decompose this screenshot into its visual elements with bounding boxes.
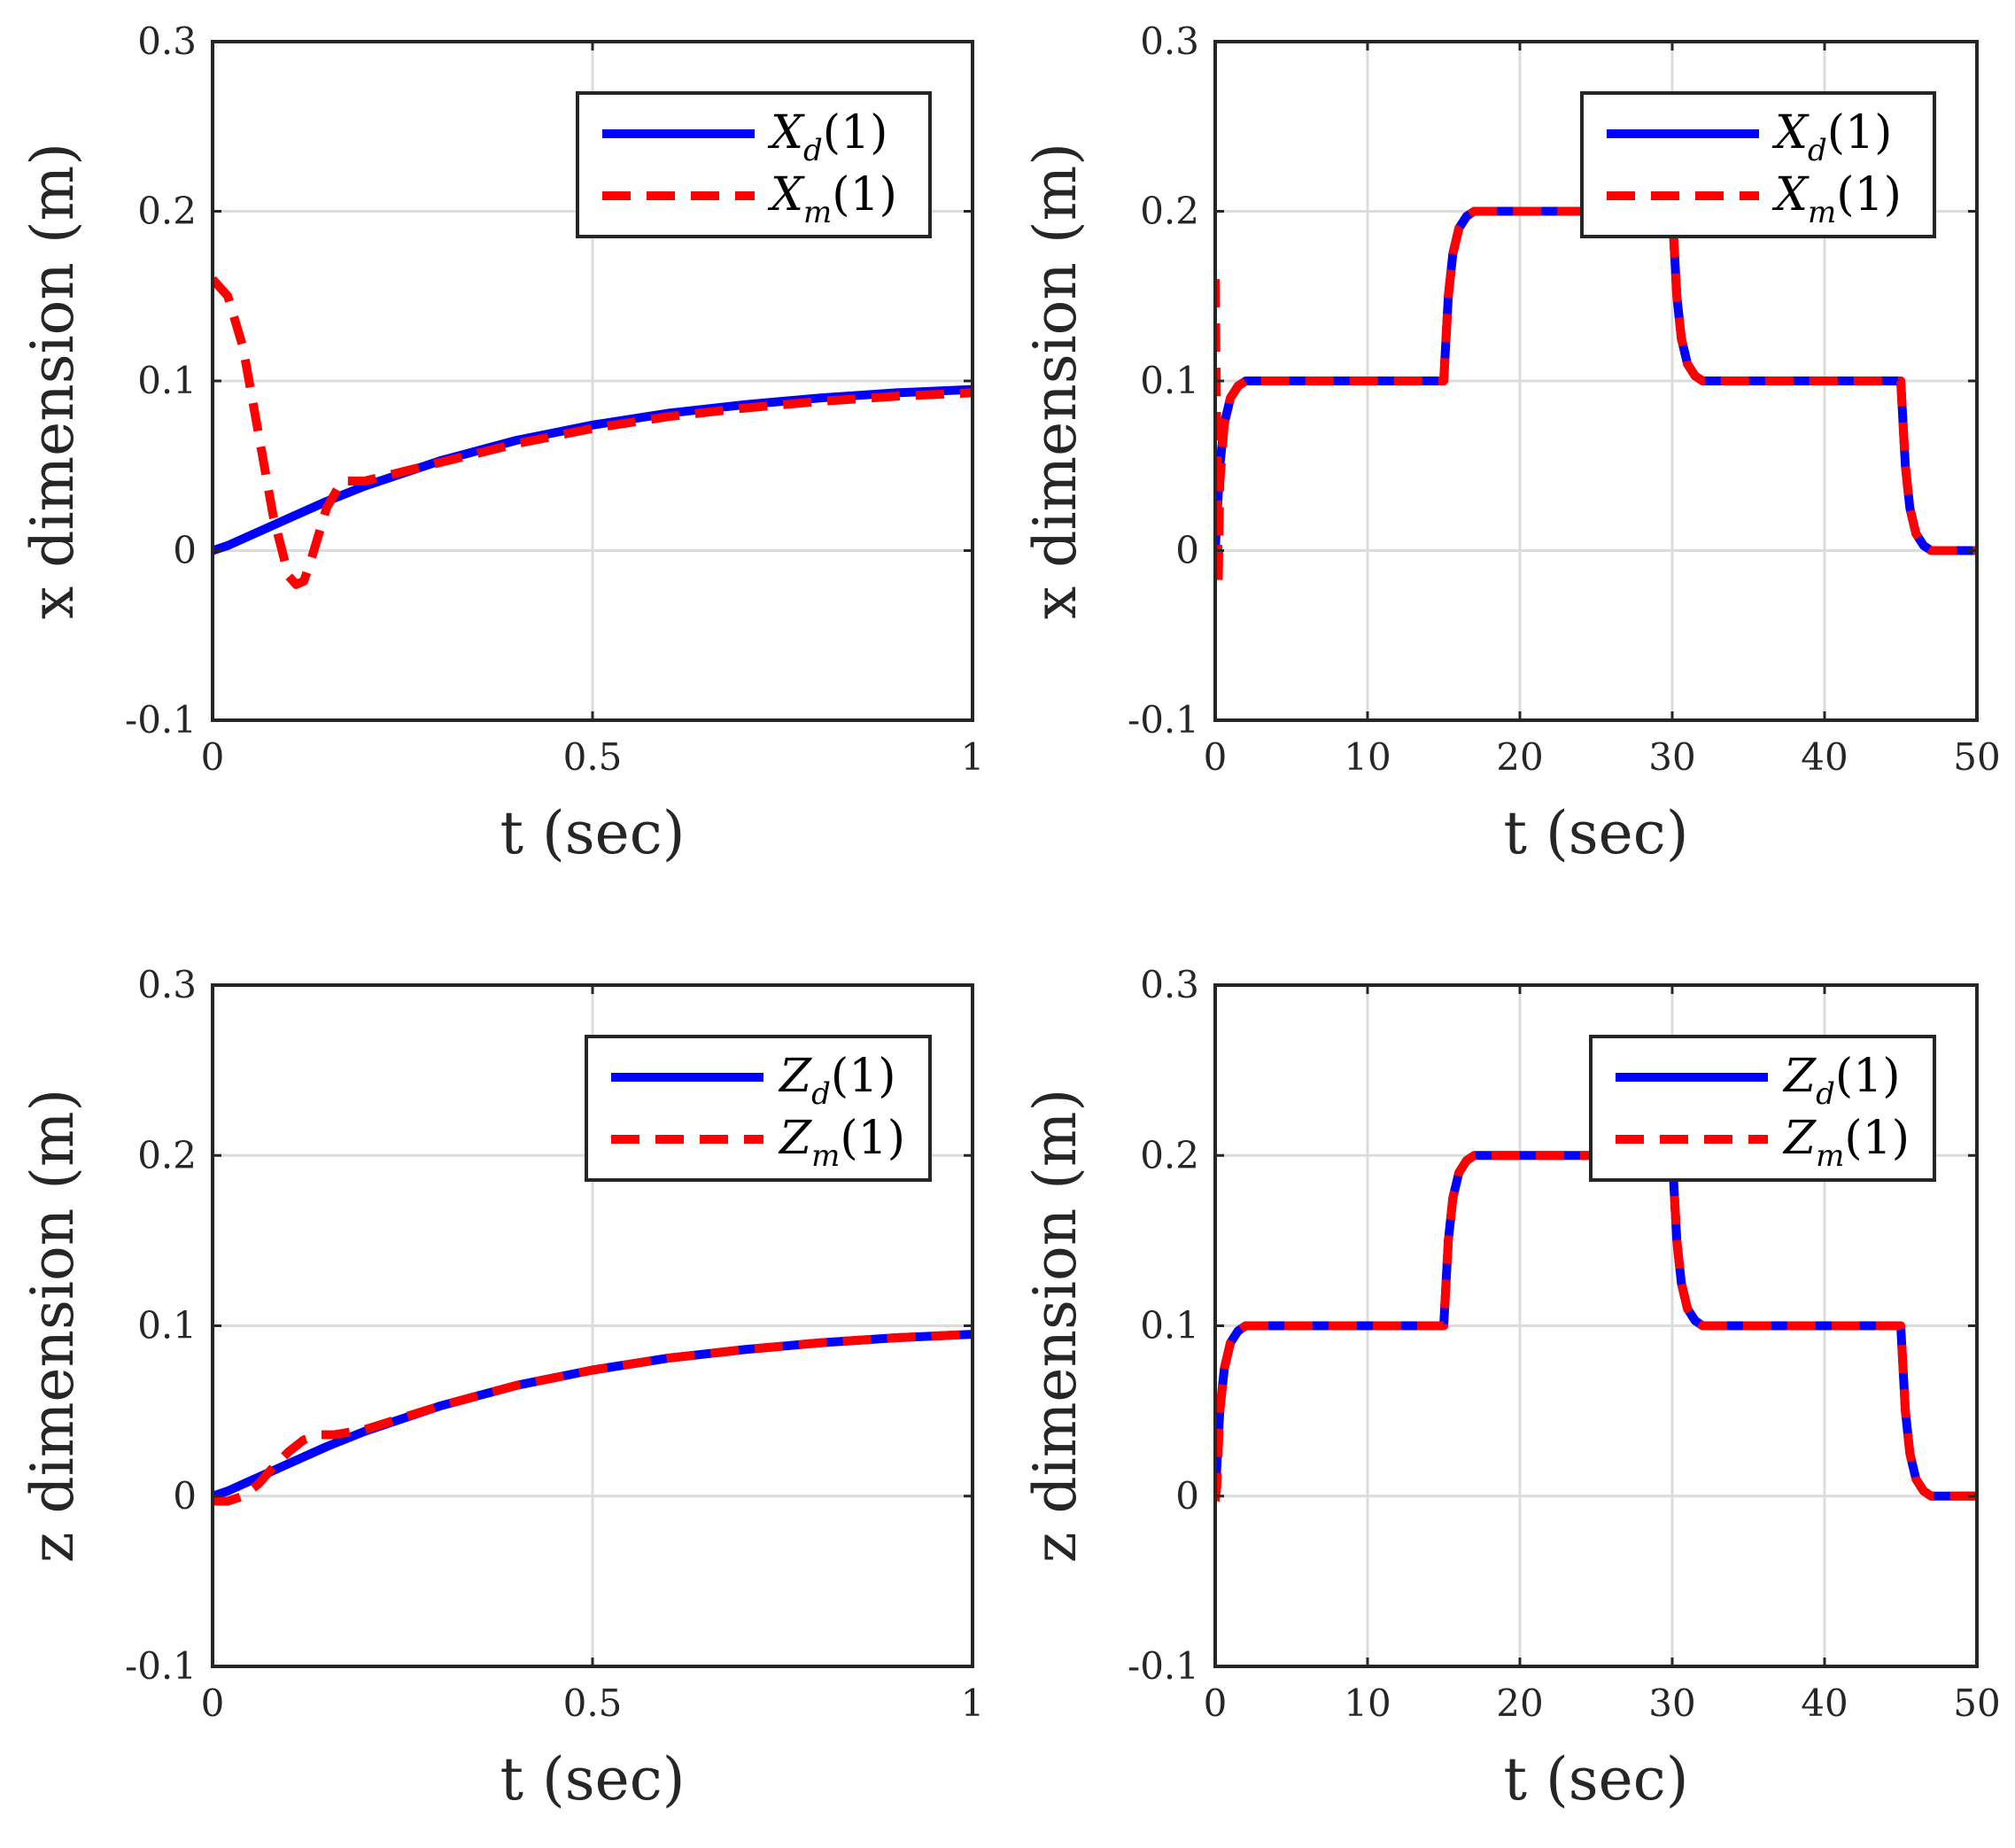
series-line-2 [213, 1330, 973, 1506]
y-tick-label: -0.1 [125, 698, 197, 742]
y-tick-label: 0.2 [137, 190, 197, 233]
legend-label-2: Xm(1) [1771, 168, 1902, 230]
legend-label-1: Zd(1) [1782, 1050, 1901, 1112]
x-tick-label: 50 [1953, 1681, 2000, 1725]
y-tick-label: 0.1 [1140, 359, 1199, 402]
legend-label-1: Zd(1) [778, 1050, 896, 1112]
y-tick-label: 0.2 [1140, 190, 1199, 233]
x-tick-label: 20 [1496, 735, 1543, 779]
legend: Xd(1)Xm(1) [1580, 91, 1936, 238]
y-tick-label: 0.3 [137, 19, 197, 63]
x-tick-label: 30 [1648, 735, 1695, 779]
chart-panel-3: 0 0.5 1-0.100.10.20.3t (sec)z dimension (m… [19, 963, 984, 1813]
x-tick-label: 0 [1204, 735, 1228, 779]
y-tick-label: 0 [1175, 529, 1199, 572]
x-tick-label: 40 [1801, 1681, 1848, 1725]
legend-box [576, 91, 932, 238]
legend-label-2: Xm(1) [767, 168, 897, 230]
x-axis-label: t (sec) [500, 1745, 686, 1813]
x-axis-label: t (sec) [1504, 1745, 1689, 1813]
y-tick-label: 0.2 [137, 1133, 197, 1176]
legend-label-2: Zm(1) [778, 1112, 905, 1174]
y-tick-label: 0.1 [137, 1304, 197, 1347]
x-tick-label: 0.5 [563, 1681, 623, 1725]
legend-label-1: Xd(1) [767, 106, 887, 168]
y-tick-label: -0.1 [125, 1644, 197, 1688]
legend: Xd(1)Xm(1) [576, 91, 932, 238]
series-line-1 [213, 1330, 973, 1501]
y-tick-label: 0 [1175, 1474, 1199, 1518]
y-tick-label: 0 [173, 529, 197, 572]
y-tick-label: 0.1 [137, 359, 197, 402]
x-tick-label: 0 [1204, 1681, 1228, 1725]
y-tick-label: 0.3 [137, 963, 197, 1006]
y-tick-label: -0.1 [1128, 1644, 1199, 1688]
legend-label-2: Zm(1) [1782, 1112, 1910, 1174]
chart-panel-4: 0 10 20 30 40 50-0.100.10.20.3t (sec)z dimens… [1021, 963, 2001, 1813]
series-line-2 [1215, 1151, 1977, 1502]
y-axis-label: x dimension (m) [19, 143, 87, 619]
y-tick-label: 0.3 [1140, 19, 1199, 63]
x-tick-label: 10 [1344, 1681, 1391, 1725]
y-tick-label: 0 [173, 1474, 197, 1518]
legend-box [585, 1035, 932, 1182]
legend-box [1589, 1035, 1936, 1182]
legend: Zd(1)Zm(1) [1589, 1035, 1936, 1182]
y-axis-label: x dimension (m) [1021, 143, 1089, 619]
y-tick-label: 0.1 [1140, 1304, 1199, 1347]
series-line-2 [213, 276, 973, 589]
legend-label-1: Xd(1) [1771, 106, 1892, 168]
y-axis-label: z dimension (m) [1021, 1089, 1089, 1564]
y-axis-label: z dimension (m) [19, 1089, 87, 1564]
x-tick-label: 1 [961, 1681, 985, 1725]
legend: Zd(1)Zm(1) [585, 1035, 932, 1182]
y-tick-label: 0.3 [1140, 963, 1199, 1006]
x-tick-label: 30 [1648, 1681, 1695, 1725]
x-tick-label: 1 [961, 735, 985, 779]
x-axis-label: t (sec) [1504, 799, 1689, 867]
x-tick-label: 10 [1344, 735, 1391, 779]
legend-box [1580, 91, 1936, 238]
x-axis-label: t (sec) [500, 799, 686, 867]
x-tick-label: 50 [1953, 735, 2000, 779]
x-tick-label: 0 [201, 1681, 225, 1725]
y-tick-label: 0.2 [1140, 1133, 1199, 1176]
x-tick-label: 20 [1496, 1681, 1543, 1725]
x-tick-label: 0.5 [563, 735, 623, 779]
chart-panel-1: 0 0.5 1-0.100.10.20.3t (sec)x dimension (m… [19, 19, 984, 867]
x-tick-label: 40 [1801, 735, 1848, 779]
x-tick-label: 0 [201, 735, 225, 779]
series-line-2 [1215, 206, 1977, 589]
y-tick-label: -0.1 [1128, 698, 1199, 742]
chart-panel-2: 0 10 20 30 40 50-0.100.10.20.3t (sec)x dimens… [1021, 19, 2001, 867]
